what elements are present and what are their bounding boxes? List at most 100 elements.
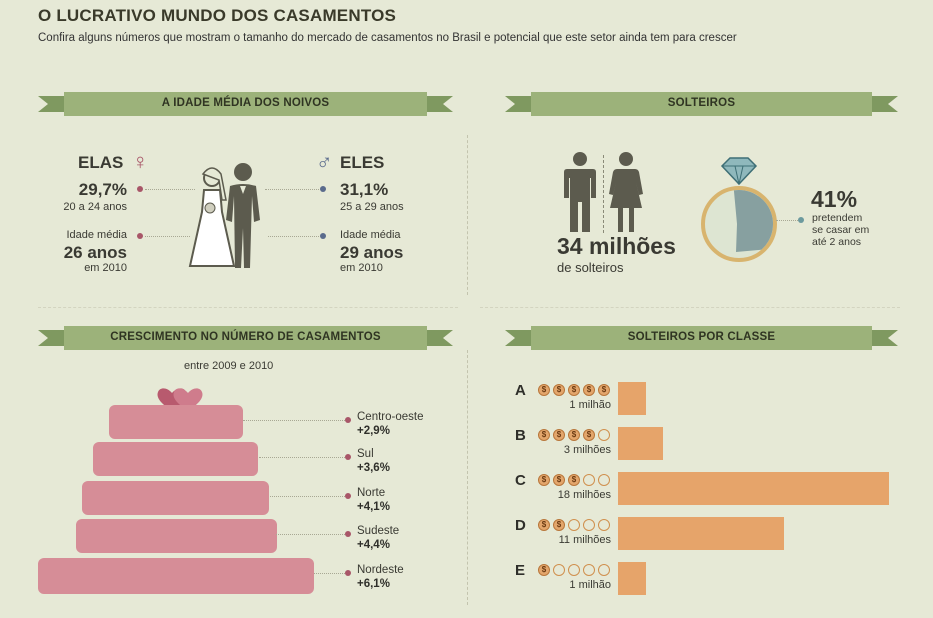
- class-letter: A: [515, 382, 526, 399]
- cake-region-label: Nordeste: [357, 564, 404, 576]
- empty-coin-icon: [583, 519, 595, 531]
- horizontal-divider-right: [480, 307, 900, 308]
- cake-tier-leader: [243, 420, 345, 421]
- empty-coin-icon: [598, 429, 610, 441]
- eles-age-leader: [265, 189, 319, 190]
- ribbon-shape: [505, 326, 898, 350]
- dollar-coin-icon: $: [538, 474, 550, 486]
- vertical-divider-bottom: [467, 350, 468, 605]
- ring-percent-desc-line: se casar em: [812, 224, 870, 236]
- empty-coin-icon: [583, 564, 595, 576]
- elas-age-leader: [145, 189, 195, 190]
- dollar-coin-icon: $: [553, 519, 565, 531]
- elas-media-value: 26 anos: [63, 243, 127, 262]
- horizontal-divider-left: [38, 307, 458, 308]
- cake-region-label: Sudeste: [357, 525, 400, 537]
- vertical-divider-top: [467, 135, 468, 295]
- ribbon-shape: [505, 92, 898, 116]
- eles-title: ELES: [340, 153, 385, 172]
- cake-tier-leader: [259, 457, 345, 458]
- empty-coin-icon: [598, 564, 610, 576]
- eles-age-dot: [320, 186, 326, 192]
- woman-icon: [609, 152, 643, 232]
- cake-tier: [76, 519, 277, 553]
- dollar-coin-icon: $: [538, 564, 550, 576]
- cake-tier-dot: [345, 570, 351, 576]
- solteiros-count: 34 milhões: [557, 233, 676, 259]
- page-title: O LUCRATIVO MUNDO DOS CASAMENTOS: [38, 6, 397, 25]
- empty-coin-icon: [583, 474, 595, 486]
- ring-percent-desc: pretendem se casar em até 2 anos: [812, 212, 869, 248]
- class-bar-label: 11 milhões: [558, 534, 611, 546]
- cake-region-label: Centro-oeste: [357, 411, 424, 423]
- elas-media-dot: [137, 233, 143, 239]
- empty-coin-icon: [598, 519, 610, 531]
- dollar-coin-icon: $: [568, 474, 580, 486]
- cake-region-value: +6,1%: [357, 578, 390, 590]
- cake-tier-dot: [345, 493, 351, 499]
- diamond-ring-icon: [701, 157, 777, 262]
- cake-tier-leader: [270, 496, 345, 497]
- cake-tier: [38, 558, 314, 594]
- class-bar-label: 3 milhões: [563, 444, 611, 456]
- eles-media-year: em 2010: [340, 262, 383, 274]
- cake-tier-leader: [314, 573, 345, 574]
- class-bar-label: 1 milhão: [569, 579, 611, 591]
- ring-percent-leader: [776, 220, 798, 221]
- elas-media-label: Idade média: [66, 229, 127, 241]
- class-bar: [618, 517, 784, 550]
- cake-region-value: +4,4%: [357, 539, 390, 551]
- class-letter: C: [515, 472, 526, 489]
- male-symbol-icon: ♂: [316, 149, 333, 174]
- class-bar: [618, 562, 646, 595]
- dollar-coin-icon: $: [538, 519, 550, 531]
- dollar-coin-icon: $: [598, 384, 610, 396]
- cake-region-label: Norte: [357, 487, 386, 499]
- class-bar-label: 18 milhões: [557, 489, 611, 501]
- cake-region-label: Sul: [357, 448, 374, 460]
- class-bar: [618, 427, 663, 460]
- banner-crescimento-label: CRESCIMENTO NO NÚMERO DE CASAMENTOS: [110, 331, 381, 343]
- elas-age-percent: 29,7%: [78, 180, 127, 199]
- banner-classe: SOLTEIROS POR CLASSE: [505, 326, 898, 350]
- elas-media-year: em 2010: [84, 262, 127, 274]
- empty-coin-icon: [568, 519, 580, 531]
- ring-percent-value: 41%: [811, 186, 858, 212]
- cake-region-value: +2,9%: [357, 425, 390, 437]
- elas-age-dot: [137, 186, 143, 192]
- banner-idade-label: A IDADE MÉDIA DOS NOIVOS: [161, 97, 330, 109]
- cake-tier: [109, 405, 243, 439]
- class-letter: D: [515, 517, 526, 534]
- man-icon: [564, 152, 596, 232]
- empty-coin-icon: [598, 474, 610, 486]
- ring-percent-desc-line: pretendem: [812, 212, 863, 224]
- eles-media-dot: [320, 233, 326, 239]
- dollar-coin-icon: $: [583, 429, 595, 441]
- dollar-coin-icon: $: [553, 429, 565, 441]
- class-bar: [618, 382, 646, 415]
- ribbon-shape: [38, 326, 453, 350]
- figures-divider: [603, 155, 604, 233]
- cake-tier-dot: [345, 531, 351, 537]
- banner-solteiros-label: SOLTEIROS: [667, 97, 736, 109]
- banner-idade: A IDADE MÉDIA DOS NOIVOS: [38, 92, 453, 116]
- banner-solteiros: SOLTEIROS: [505, 92, 898, 116]
- ring-percent-dot: [798, 217, 804, 223]
- dollar-coin-icon: $: [538, 429, 550, 441]
- female-symbol-icon: ♀: [132, 149, 149, 174]
- eles-age-percent: 31,1%: [340, 180, 389, 199]
- class-letter: E: [515, 562, 526, 579]
- cake-tier: [82, 481, 269, 515]
- dollar-coin-icon: $: [583, 384, 595, 396]
- empty-coin-icon: [568, 564, 580, 576]
- empty-coin-icon: [553, 564, 565, 576]
- elas-media-leader: [145, 236, 190, 237]
- pie-slice-41: [733, 190, 774, 252]
- class-letter: B: [515, 427, 526, 444]
- ribbon-shape: [38, 92, 453, 116]
- dollar-coin-icon: $: [568, 384, 580, 396]
- eles-media-leader: [268, 236, 319, 237]
- dollar-coin-icon: $: [538, 384, 550, 396]
- class-bar: [618, 472, 889, 505]
- eles-media-value: 29 anos: [340, 243, 404, 262]
